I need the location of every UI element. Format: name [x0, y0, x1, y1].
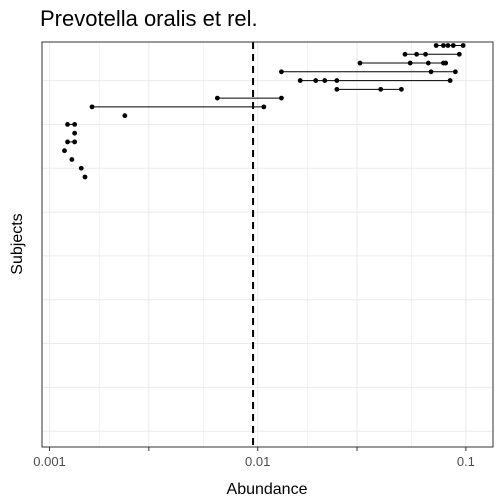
- data-point: [398, 86, 404, 92]
- x-tick-label: 0.001: [33, 454, 66, 469]
- data-point: [447, 78, 453, 83]
- data-point: [72, 139, 78, 145]
- data-point: [456, 51, 462, 57]
- y-axis-label: Subjects: [9, 213, 26, 274]
- data-point: [322, 78, 328, 83]
- data-point: [460, 43, 466, 48]
- data-point: [62, 148, 67, 154]
- data-point: [214, 95, 220, 101]
- plot-panel: [41, 41, 494, 448]
- x-tick-label: 0.1: [457, 454, 475, 469]
- x-axis-label: Abundance: [227, 481, 308, 498]
- x-axis: 0.001 0.01 0.1: [33, 447, 475, 469]
- chart-title: Prevotella oralis et rel.: [40, 6, 258, 31]
- data-point: [423, 51, 428, 57]
- grid: [42, 42, 493, 447]
- data-point: [357, 60, 363, 66]
- data-point: [452, 69, 458, 75]
- data-point: [450, 43, 456, 48]
- data-point: [297, 78, 303, 83]
- data-point: [407, 60, 413, 66]
- data-marks: [62, 43, 466, 180]
- data-point: [441, 43, 446, 48]
- data-point: [334, 86, 340, 92]
- data-point: [65, 139, 70, 145]
- data-point: [261, 104, 267, 110]
- data-point: [414, 51, 420, 57]
- data-point: [122, 113, 128, 119]
- data-point: [279, 95, 284, 101]
- data-point: [69, 157, 75, 162]
- data-point: [425, 60, 431, 66]
- data-point: [89, 104, 95, 110]
- data-point: [443, 60, 449, 66]
- data-point: [378, 86, 384, 92]
- data-point: [433, 43, 439, 48]
- data-point: [428, 69, 434, 75]
- data-point: [279, 69, 284, 75]
- data-point: [78, 165, 84, 171]
- data-point: [334, 78, 340, 83]
- data-point: [82, 174, 88, 180]
- x-tick-label: 0.01: [245, 454, 270, 469]
- data-point: [72, 122, 78, 127]
- data-point: [72, 130, 78, 136]
- data-point: [313, 78, 319, 83]
- data-point: [445, 43, 451, 48]
- data-point: [402, 51, 408, 57]
- data-point: [65, 122, 70, 127]
